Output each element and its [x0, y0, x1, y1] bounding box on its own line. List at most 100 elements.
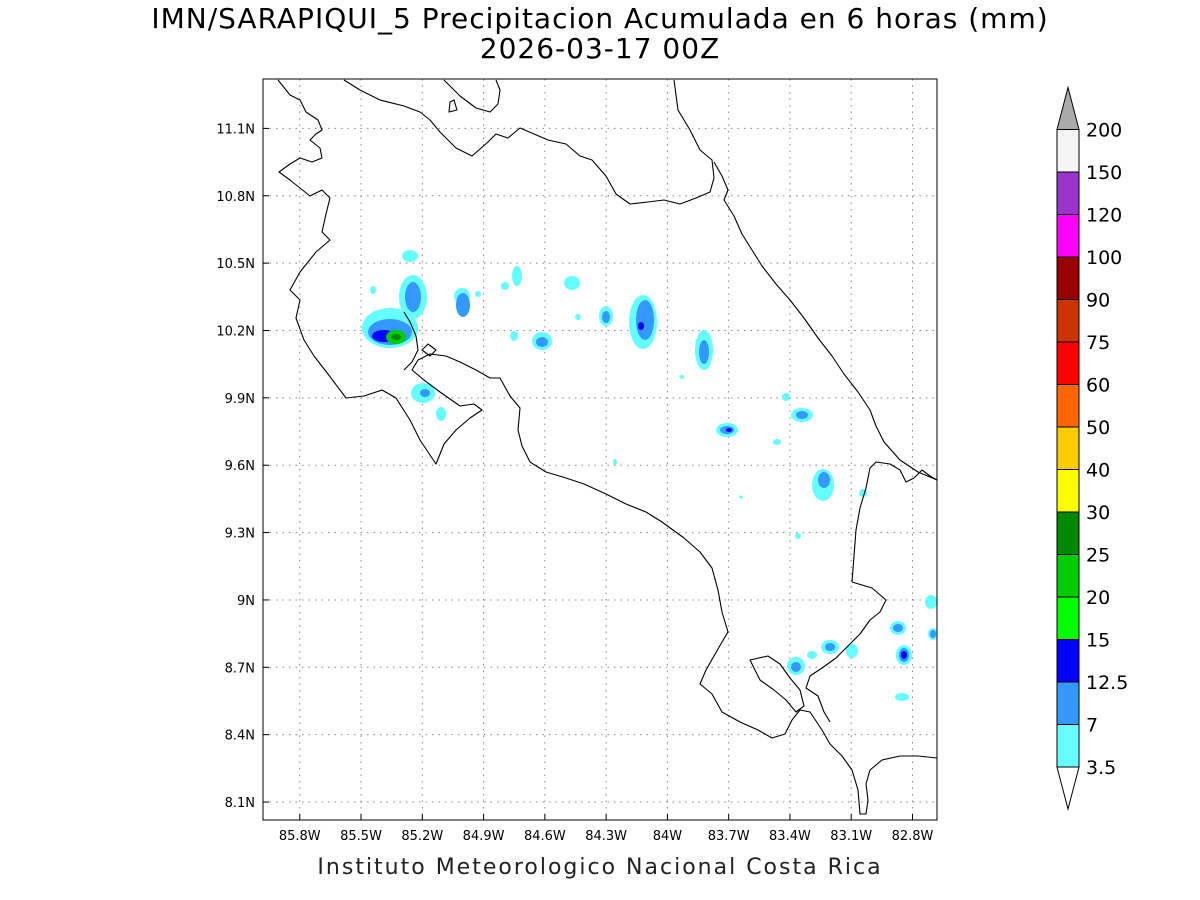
precip-cell — [925, 595, 937, 609]
precip-cell — [456, 293, 470, 317]
lon-tick-label: 84W — [653, 829, 683, 844]
precip-cell — [782, 393, 790, 401]
colorbar-label: 120 — [1086, 205, 1122, 227]
lon-tick-label: 83.4W — [769, 829, 811, 844]
island-chira — [421, 343, 437, 357]
precip-cell — [405, 282, 421, 312]
precipitation-field — [362, 250, 937, 701]
map-subtitle-date: 2026-03-17 00Z — [479, 32, 721, 65]
precip-cell — [602, 311, 610, 323]
precip-cell — [536, 337, 548, 347]
precip-cell — [420, 389, 430, 397]
colorbar-label: 3.5 — [1086, 757, 1116, 779]
precip-cell — [895, 693, 909, 701]
precip-cell — [901, 651, 907, 659]
colorbar-segment — [1056, 596, 1080, 640]
colorbar-segment — [1056, 384, 1080, 428]
colorbar-label: 15 — [1086, 630, 1110, 652]
colorbar-label: 60 — [1086, 375, 1110, 397]
colorbar-segment — [1056, 256, 1080, 300]
precip-cell — [510, 331, 518, 341]
lat-tick-label: 8.4N — [225, 729, 255, 744]
colorbar-segment — [1056, 426, 1080, 470]
longitude-axis: 85.8W 85.5W 85.2W 84.9W 84.6W 84.3W 84W 83.7W 83… — [279, 814, 934, 844]
precip-cell — [773, 439, 781, 445]
peninsula-nicoya-inner — [403, 311, 419, 371]
lon-tick-label: 83.1W — [830, 829, 872, 844]
precip-cell — [807, 651, 817, 659]
colorbar-label: 30 — [1086, 502, 1110, 524]
lon-tick-label: 82.8W — [892, 829, 934, 844]
border-panama — [805, 581, 887, 723]
lat-tick-label: 9.3N — [225, 527, 255, 542]
colorbar-label: 25 — [1086, 545, 1110, 567]
precip-cell — [638, 322, 644, 330]
precip-cell — [796, 411, 808, 419]
lon-tick-label: 85.2W — [401, 829, 443, 844]
precip-cell — [436, 407, 446, 421]
colorbar-segment — [1056, 681, 1080, 725]
colorbar-label: 100 — [1086, 247, 1122, 269]
precip-cell — [893, 624, 903, 632]
precip-cell — [475, 291, 481, 297]
lat-tick-label: 8.1N — [225, 796, 255, 811]
colorbar-segment — [1056, 299, 1080, 343]
colorbar-label: 75 — [1086, 332, 1110, 354]
colorbar-segment — [1056, 554, 1080, 598]
precip-cell — [818, 472, 830, 488]
colorbar-segment — [1056, 341, 1080, 385]
precip-cell — [575, 314, 581, 320]
colorbar: 3.5 7 12.5 15 20 25 30 40 50 60 75 90 100 120 150 200 — [1056, 85, 1128, 811]
colorbar-segment — [1056, 469, 1080, 513]
precip-cell — [795, 533, 801, 539]
precip-cell — [370, 286, 376, 294]
lat-tick-label: 8.7N — [225, 661, 255, 676]
colorbar-label: 150 — [1086, 162, 1122, 184]
precip-cell — [564, 276, 580, 290]
lon-tick-label: 83.7W — [708, 829, 750, 844]
lon-tick-label: 84.9W — [463, 829, 505, 844]
latitude-axis: 11.1N 10.8N 10.5N 10.2N 9.9N 9.6N 9.3N 9N 8.7N 8.… — [216, 122, 269, 811]
precip-cell — [391, 334, 401, 340]
lon-tick-label: 84.6W — [524, 829, 566, 844]
colorbar-segment — [1056, 129, 1080, 173]
lat-tick-label: 9N — [237, 594, 255, 609]
coastline-bocas — [851, 461, 937, 583]
precip-cell — [402, 250, 418, 262]
precip-cell — [930, 630, 936, 638]
precip-cell — [512, 266, 522, 286]
lon-tick-label: 85.5W — [340, 829, 382, 844]
colorbar-label: 50 — [1086, 417, 1110, 439]
coastline-main — [277, 79, 937, 815]
coastline-caribbean — [343, 79, 715, 205]
map-footer-credit: Instituto Meteorologico Nacional Costa R… — [317, 855, 883, 880]
lon-tick-label: 84.3W — [585, 829, 627, 844]
coastline-east — [713, 161, 937, 481]
precip-cell — [739, 495, 743, 499]
colorbar-bottom-arrow — [1056, 766, 1080, 811]
colorbar-label: 20 — [1086, 587, 1110, 609]
lat-tick-label: 11.1N — [216, 122, 255, 137]
colorbar-label: 40 — [1086, 460, 1110, 482]
map-grid — [263, 79, 937, 820]
colorbar-label: 90 — [1086, 290, 1110, 312]
map-frame — [262, 78, 938, 821]
precip-cell — [726, 428, 732, 432]
colorbar-segment — [1056, 214, 1080, 258]
island-ometepe — [448, 99, 458, 113]
lat-tick-label: 9.6N — [225, 459, 255, 474]
precip-cell — [699, 340, 709, 364]
precip-cell — [613, 459, 617, 465]
colorbar-segment — [1056, 724, 1080, 768]
coastline — [277, 79, 937, 815]
lat-tick-label: 10.5N — [216, 257, 255, 272]
colorbar-label: 12.5 — [1086, 672, 1128, 694]
map-title: IMN/SARAPIQUI_5 Precipitacion Acumulada … — [151, 2, 1049, 35]
precip-cell — [791, 662, 801, 672]
colorbar-label: 7 — [1086, 715, 1098, 737]
lat-tick-label: 10.8N — [216, 190, 255, 205]
lon-tick-label: 85.8W — [279, 829, 321, 844]
lake-nicaragua-edge — [443, 79, 501, 113]
